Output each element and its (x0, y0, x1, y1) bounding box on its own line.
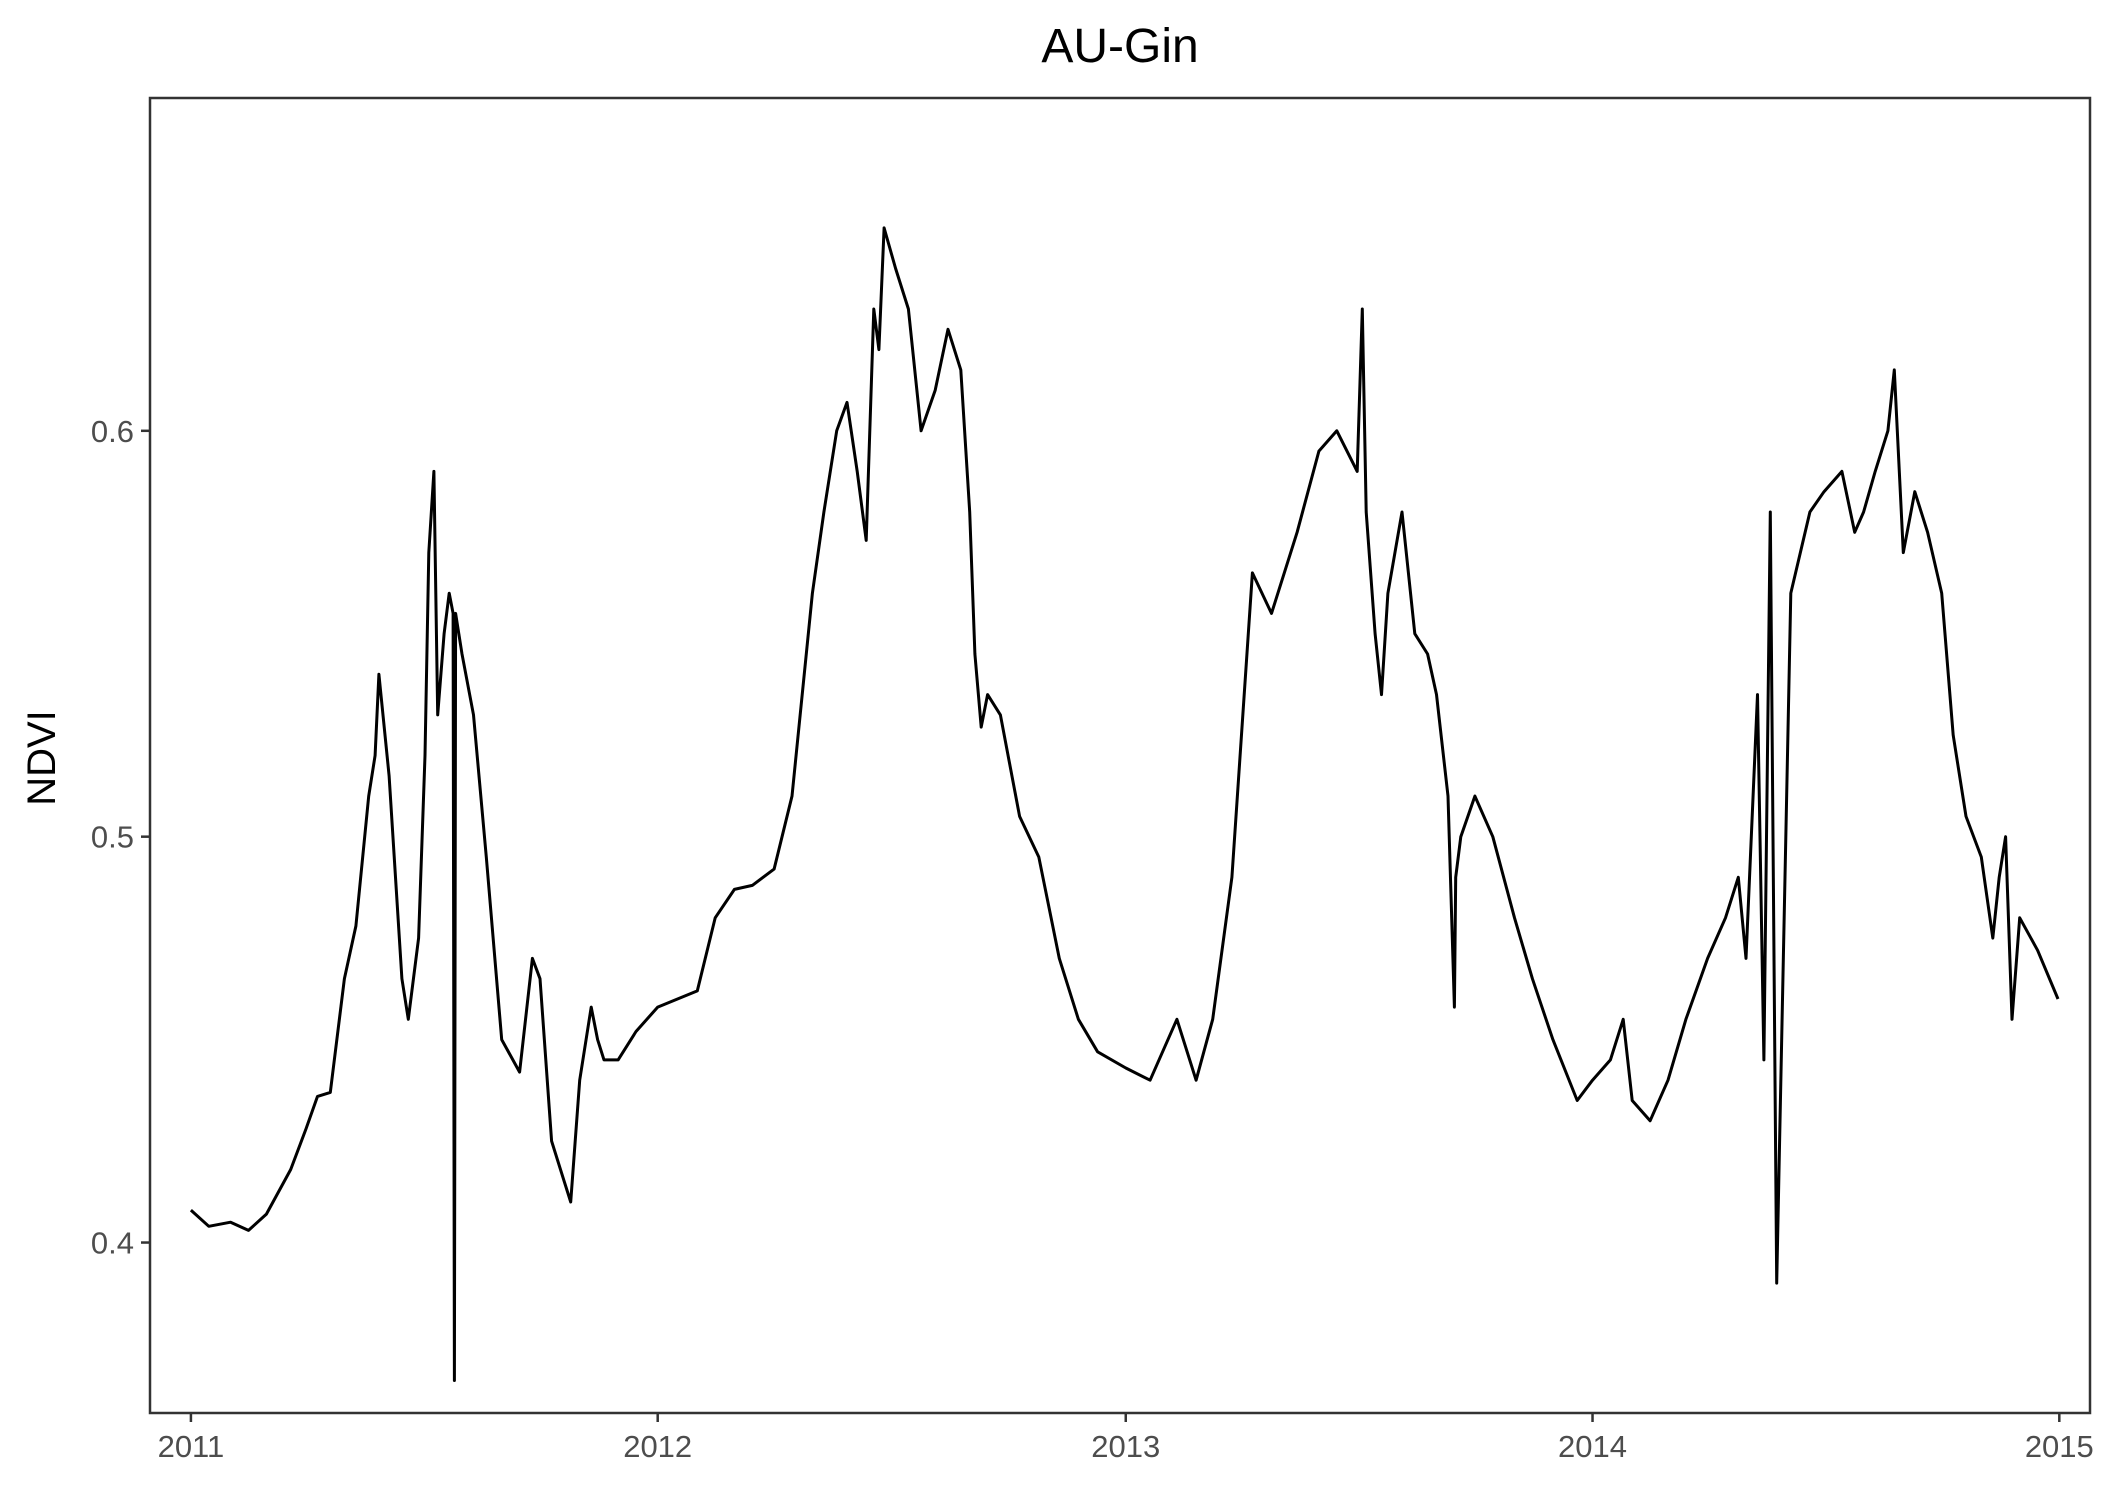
plot-panel-border (148, 96, 2092, 1415)
x-tick-label: 2012 (623, 1429, 692, 1464)
y-tick-label: 0.6 (91, 414, 134, 449)
chart-title: AU-Gin (1041, 20, 1198, 73)
x-tick-label: 2015 (2025, 1429, 2094, 1464)
x-tick-label: 2013 (1091, 1429, 1160, 1464)
x-tick-label: 2014 (1558, 1429, 1627, 1464)
y-tick-label: 0.5 (91, 820, 134, 855)
y-tick-label: 0.4 (91, 1226, 134, 1261)
x-axis: 2011 2012 2013 2014 2015 (158, 1413, 2094, 1464)
y-axis: 0.4 0.5 0.6 (91, 414, 150, 1261)
y-axis-label: NDVI (20, 710, 64, 806)
ndvi-series-line (189, 226, 2060, 1382)
x-tick-label: 2011 (158, 1429, 225, 1464)
plot-area (189, 226, 2060, 1382)
